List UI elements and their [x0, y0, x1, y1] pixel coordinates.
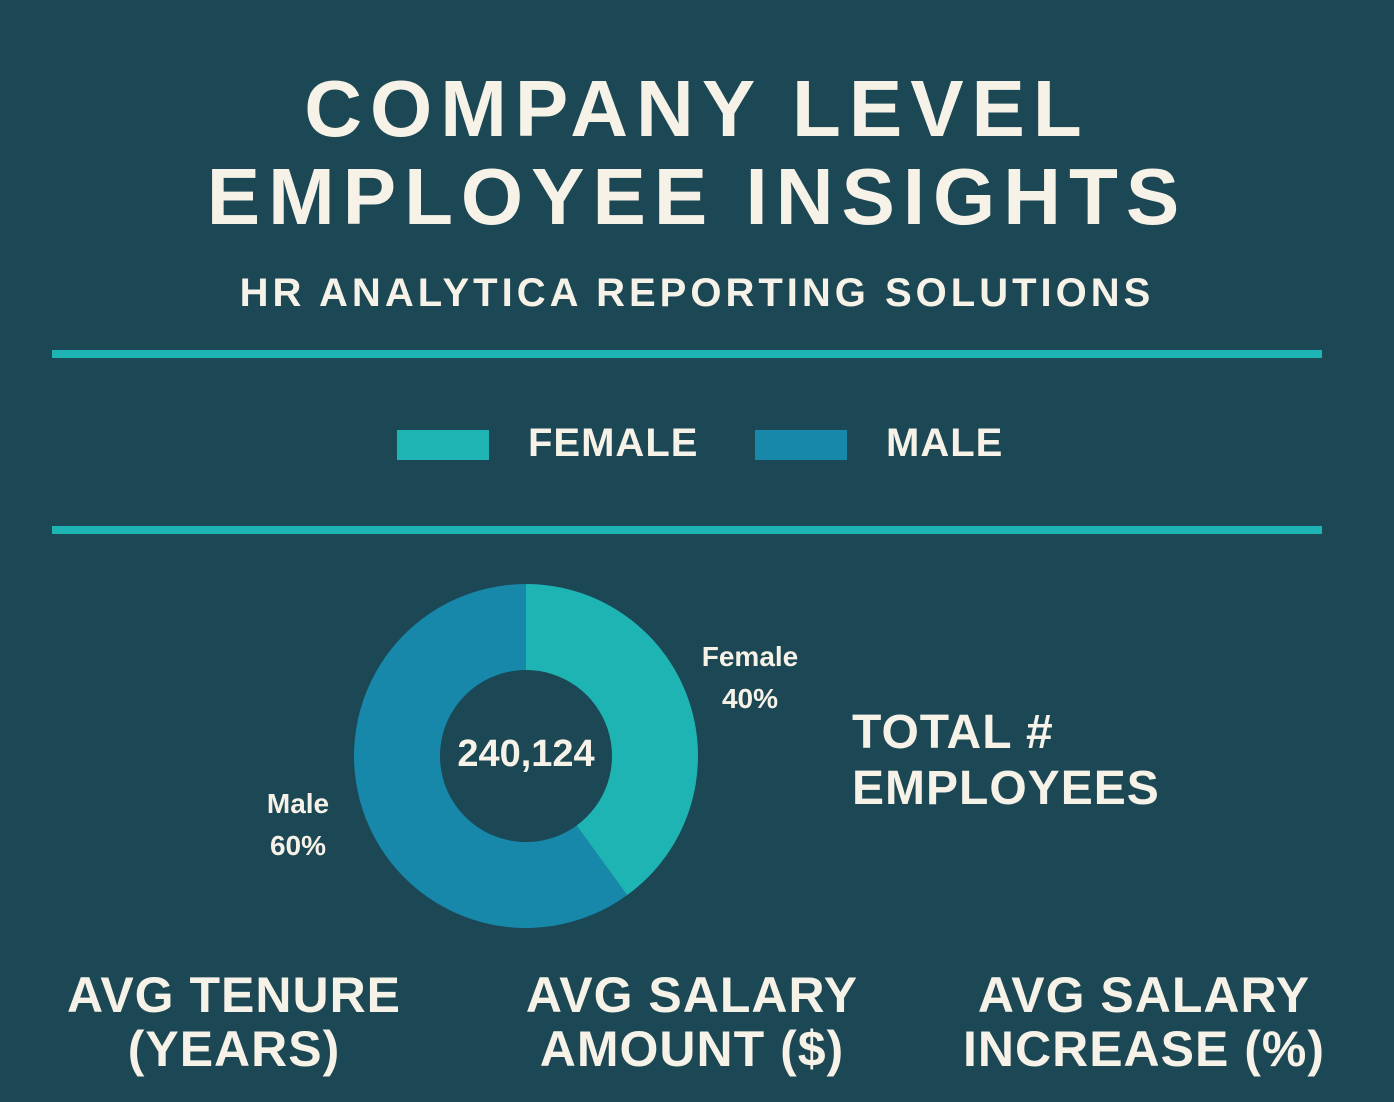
slice-label-male-name: Male — [266, 788, 330, 819]
divider-bottom — [52, 526, 1322, 534]
donut-center-value: 240,124 — [457, 733, 594, 775]
metric-avg-salary-amount: AVG SALARY AMOUNT ($) — [482, 968, 902, 1076]
gender-donut-chart: 240,124 — [353, 584, 698, 928]
metric-avg-salary-amount-line-1: AVG SALARY — [525, 967, 859, 1023]
page-subtitle: HR ANALYTICA REPORTING SOLUTIONS — [239, 271, 1155, 315]
donut-slice-female — [526, 584, 698, 896]
total-employees-label-line-2: EMPLOYEES — [852, 762, 1160, 815]
donut-slice-male — [353, 584, 628, 928]
legend-label-male: MALE — [886, 421, 1004, 465]
slice-label-female-name: Female — [701, 641, 799, 672]
divider-top — [52, 350, 1322, 358]
metric-avg-tenure-line-1: AVG TENURE — [66, 967, 402, 1023]
metric-avg-tenure: AVG TENURE (YEARS) — [24, 968, 444, 1076]
metric-avg-salary-amount-line-2: AMOUNT ($) — [539, 1021, 845, 1077]
slice-label-female-value: 40% — [721, 683, 779, 714]
page-title-line-1: COMPANY LEVEL — [304, 64, 1090, 153]
slice-label-male: Male 60% — [248, 783, 348, 867]
slice-label-male-value: 60% — [269, 830, 327, 861]
metric-avg-tenure-line-2: (YEARS) — [127, 1021, 341, 1077]
legend-label-female: FEMALE — [528, 421, 699, 465]
legend-swatch-male — [755, 430, 847, 460]
metric-avg-salary-increase-line-2: INCREASE (%) — [962, 1021, 1326, 1077]
page-title-line-2: EMPLOYEE INSIGHTS — [206, 152, 1188, 241]
metric-avg-salary-increase-line-1: AVG SALARY — [977, 967, 1311, 1023]
total-employees-label: TOTAL # EMPLOYEES — [852, 705, 1160, 817]
metric-avg-salary-increase: AVG SALARY INCREASE (%) — [934, 968, 1354, 1076]
total-employees-label-line-1: TOTAL # — [852, 706, 1054, 759]
legend-swatch-female — [397, 430, 489, 460]
slice-label-female: Female 40% — [690, 636, 810, 720]
